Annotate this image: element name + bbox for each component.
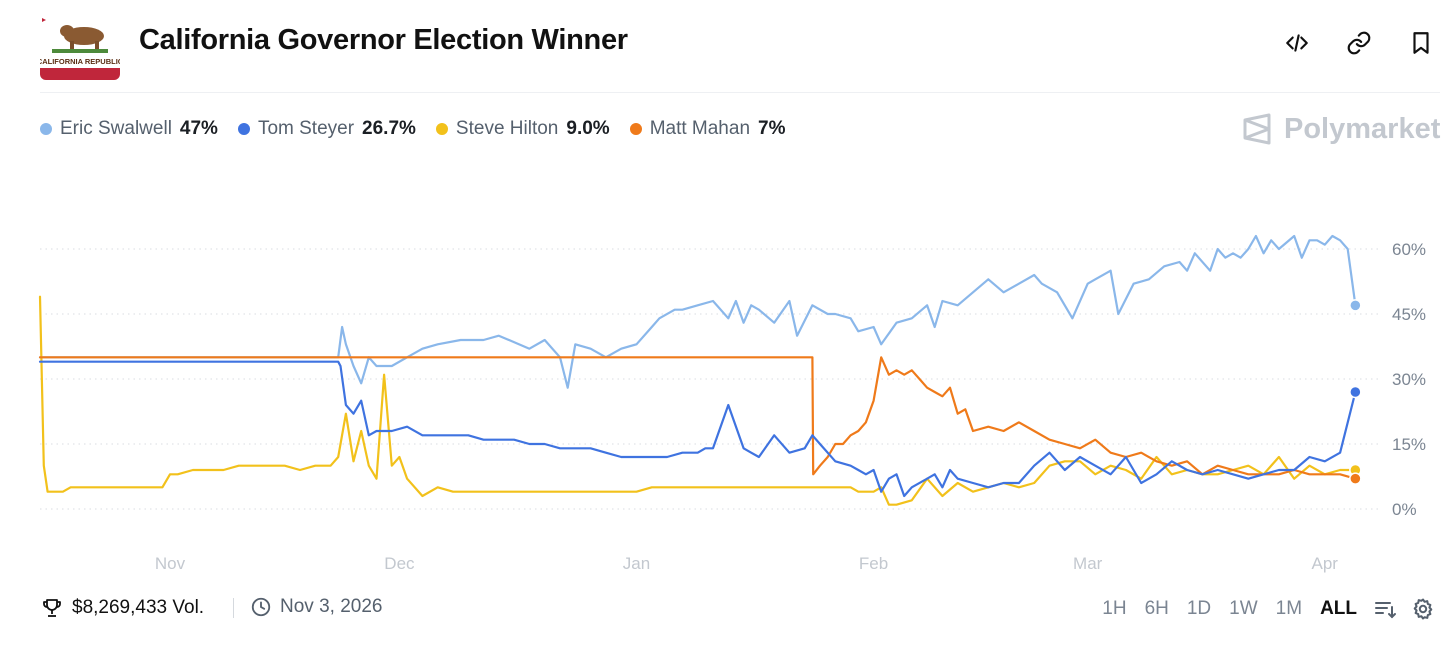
x-tick-label: Apr [1312,554,1339,573]
chart-legend: Eric Swalwell 47% Tom Steyer 26.7% Steve… [40,118,785,140]
flag-text: CALIFORNIA REPUBLIC [40,57,120,66]
legend-dot [237,123,250,135]
series-line-eric-swalwell [38,234,1357,389]
end-date: Nov 3, 2026 [250,596,382,618]
clock-icon [251,597,271,617]
legend-name: Matt Mahan [649,118,751,139]
y-tick-label: 45% [1392,305,1426,324]
sort-icon[interactable] [1368,594,1402,624]
price-history-chart[interactable]: 0% 15% 30% 45% 60% Nov Dec Jan Feb Mar Apr [0,0,1456,590]
california-flag-logo: CALIFORNIA REPUBLIC [40,16,120,80]
brand-name: Polymarket [1284,112,1441,145]
polymarket-brand: Polymarket [1240,112,1440,146]
time-range-selector: 1H 6H 1D 1W 1M ALL [1095,594,1440,624]
end-date-text: Nov 3, 2026 [280,596,383,617]
header: CALIFORNIA REPUBLIC California Governor … [40,14,1440,84]
x-tick-label: Jan [623,554,650,573]
legend-name: Eric Swalwell [60,118,172,139]
legend-value: 7% [758,118,786,139]
embed-icon[interactable] [1278,24,1316,62]
footer-separator [233,598,234,618]
range-1m[interactable]: 1M [1275,598,1303,619]
polymarket-logo-icon [1243,113,1271,145]
series-line-tom-steyer [38,360,1357,498]
legend-dot [629,123,642,135]
legend-item-swalwell[interactable]: Eric Swalwell 47% [40,118,218,140]
range-1w[interactable]: 1W [1229,598,1258,619]
x-tick-label: Feb [859,554,888,573]
legend-item-hilton[interactable]: Steve Hilton 9.0% [435,118,610,140]
range-1h[interactable]: 1H [1102,598,1127,619]
volume: $8,269,433 Vol. [40,596,204,620]
settings-gear-icon[interactable] [1406,594,1440,624]
x-tick-label: Mar [1073,554,1103,573]
page-title: California Governor Election Winner [139,24,628,56]
trophy-icon [43,599,61,617]
legend-value: 26.7% [362,118,416,139]
bookmark-icon[interactable] [1402,24,1440,62]
legend-dot [40,123,52,135]
legend-name: Tom Steyer [257,118,355,139]
y-tick-label: 30% [1392,370,1426,389]
y-tick-label: 0% [1392,500,1417,519]
legend-dot [435,123,448,135]
legend-value: 47% [179,118,218,139]
y-tick-label: 15% [1392,435,1426,454]
header-divider [40,92,1440,93]
volume-text: $8,269,433 Vol. [72,597,205,618]
series-end-dot-matt-mahan [1349,472,1362,485]
range-6h[interactable]: 6H [1144,598,1169,619]
legend-value: 9.0% [566,118,610,139]
range-1d[interactable]: 1D [1186,598,1212,619]
legend-item-steyer[interactable]: Tom Steyer 26.7% [237,118,416,140]
x-tick-label: Dec [384,554,415,573]
chart-footer: $8,269,433 Vol. Nov 3, 2026 1H 6H 1D 1W … [40,592,1440,626]
link-icon[interactable] [1340,24,1378,62]
x-tick-label: Nov [155,554,186,573]
series-line-matt-mahan [38,356,1357,480]
series-end-dot-tom-steyer [1349,385,1362,399]
legend-name: Steve Hilton [455,118,559,139]
series-line-steve-hilton [38,295,1357,506]
range-all[interactable]: ALL [1320,598,1357,619]
legend-item-mahan[interactable]: Matt Mahan 7% [629,118,786,140]
y-tick-label: 60% [1392,240,1426,259]
series-end-dot-eric-swalwell [1349,299,1362,312]
